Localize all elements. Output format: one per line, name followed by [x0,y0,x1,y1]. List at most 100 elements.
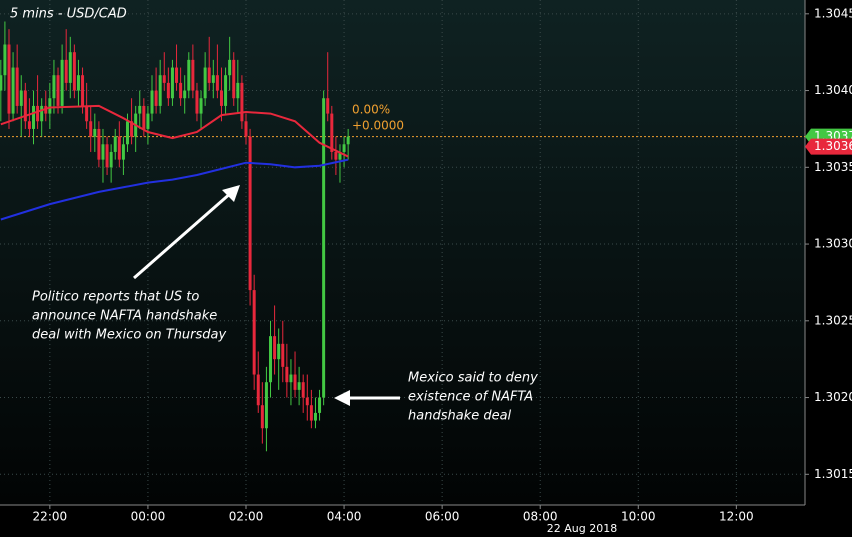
candle-body [142,105,146,129]
x-tick-label: 06:00 [425,510,460,524]
candle-body [81,75,85,106]
candle-body [7,44,11,114]
candle-body [15,67,19,106]
candle-body [11,67,15,114]
candle-body [40,105,44,122]
candle-body [346,136,350,145]
candle-body [211,75,215,83]
moving-average [0,158,349,221]
candle-body [293,374,297,390]
candle-body [60,59,64,106]
candle-body [158,75,162,106]
candle-body [305,397,309,406]
candle-body [240,82,244,122]
candle-body [322,98,326,398]
candle-body [64,59,68,83]
candle-body [244,121,248,137]
candle-body [117,136,121,160]
candle-body [89,121,93,137]
x-tick-label: 12:00 [719,510,754,524]
candle-body [32,105,36,129]
candle-body [256,374,260,406]
candle-body [162,75,166,83]
candle-body [318,397,322,413]
candle-body [285,366,289,383]
candle-body [179,82,183,99]
candle-body [52,75,56,99]
candle-body [93,128,97,137]
y-tick-label: 1.3015 [814,467,852,481]
date-label: 22 Aug 2018 [547,522,617,535]
annotation-text: announce NAFTA handshake [32,309,217,324]
candle-body [138,105,142,114]
candle-body [326,98,330,114]
candle-body [309,405,313,421]
x-tick-label: 08:00 [523,510,558,524]
price-marker [805,138,852,155]
candle-body [183,90,187,99]
candle-body [207,67,211,83]
annotations: Politico reports that US to announce NAFT… [32,290,538,424]
x-tick-label: 22:00 [33,510,68,524]
candle-body [19,90,23,106]
candle-body [56,75,60,106]
candle-body [338,151,342,160]
y-tick-label: 1.3020 [814,390,852,404]
y-tick-label: 1.3025 [814,313,852,327]
candle-body [166,82,170,99]
x-tick-label: 04:00 [327,510,362,524]
candle-body [0,75,3,91]
candle-body [313,412,317,421]
price-marker-label: 1.3036 [814,139,852,153]
candle-body [236,82,240,99]
y-tick-label: 1.3035 [814,160,852,174]
candle-body [301,382,305,398]
grid: 1.30451.30401.30351.30301.30251.30201.30… [0,0,852,524]
annotation-arrow [133,185,240,280]
change-value: +0.0000 [352,119,404,133]
candle-body [330,113,334,152]
annotation-text: existence of NAFTA [408,390,533,405]
candle-body [175,67,179,83]
x-tick-label: 00:00 [131,510,166,524]
candle-body [113,136,117,152]
candle-body [23,90,27,122]
candle-body [125,121,129,145]
y-tick-label: 1.3040 [814,83,852,97]
annotation-text: Politico reports that US to [32,290,199,305]
y-tick-label: 1.3030 [814,237,852,251]
candle-body [252,290,256,375]
candle-body [248,136,252,291]
candle-body [215,75,219,91]
chart-title: 5 mins - USD/CAD [10,7,127,22]
candle-body [170,67,174,99]
candle-body [76,75,80,91]
candle-body [3,44,7,76]
candle-body [150,90,154,114]
annotation-arrow [334,390,400,406]
candle-body [219,90,223,106]
candle-body [334,151,338,160]
candle-body [48,98,52,114]
candle-body [273,336,277,360]
annotation-text: handshake deal [408,409,512,424]
candle-body [224,75,228,106]
candle-body [109,151,113,168]
moving-average [0,104,349,158]
candle-body [289,374,293,383]
x-tick-label: 02:00 [229,510,264,524]
candle-body [203,67,207,99]
candle-body [101,144,105,160]
candle-body [277,343,281,360]
candle-body [130,121,134,137]
candle-body [297,382,301,390]
y-axis-background [805,0,852,537]
candle-body [97,128,101,160]
candle-body [228,59,232,76]
candle-body [342,144,346,152]
candle-body [199,98,203,114]
annotation-text: deal with Mexico on Thursday [32,328,227,343]
candle-body [281,343,285,367]
